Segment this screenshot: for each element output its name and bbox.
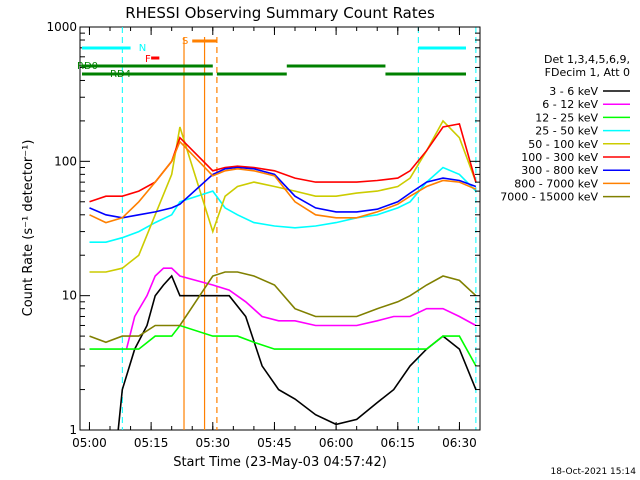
y-axis-label: Count Rate (s⁻¹ detector⁻¹)	[21, 140, 36, 317]
series-line	[89, 166, 477, 219]
series-line	[89, 271, 477, 344]
x-tick-label: 06:30	[442, 436, 477, 450]
legend-label: 12 - 25 keV	[535, 111, 598, 124]
legend-label: 50 - 100 keV	[528, 138, 598, 151]
x-tick-label: 06:15	[380, 436, 415, 450]
timestamp: 18-Oct-2021 15:14	[551, 467, 637, 477]
y-tick-label: 10	[62, 289, 77, 303]
legend-header: FDecim 1, Att 0	[545, 66, 630, 79]
series-line	[117, 274, 477, 431]
x-tick-label: 05:30	[195, 436, 230, 450]
legend-label: 300 - 800 keV	[521, 164, 598, 177]
flag-label: RD4	[110, 69, 131, 80]
legend-label: 25 - 50 keV	[535, 125, 598, 138]
series-line	[89, 166, 477, 243]
plot-frame	[79, 26, 481, 431]
x-tick-label: 05:00	[72, 436, 107, 450]
x-tick-label: 05:45	[257, 436, 292, 450]
legend-label: 7000 - 15000 keV	[500, 191, 598, 204]
chart-title: RHESSI Observing Summary Count Rates	[125, 4, 435, 22]
marker-layer	[121, 27, 477, 430]
flag-label: RD0	[77, 61, 98, 72]
legend-label: 100 - 300 keV	[521, 151, 598, 164]
series-line	[89, 324, 477, 367]
x-tick-label: 05:15	[134, 436, 169, 450]
series-layer	[89, 119, 477, 431]
x-axis-label: Start Time (23-May-03 04:57:42)	[173, 455, 387, 470]
legend-label: 800 - 7000 keV	[514, 177, 598, 190]
series-line	[125, 267, 477, 350]
y-tick-label: 100	[54, 154, 77, 168]
y-tick-label: 1	[69, 423, 77, 437]
axes-layer: 05:00 05:15 05:30 05:45 06:00 06:15 06:30 1 10 10…	[46, 20, 481, 450]
x-tick-label: 06:00	[319, 436, 354, 450]
flag-label: S	[182, 36, 188, 47]
y-tick-label: 1000	[46, 20, 77, 34]
legend-label: 6 - 12 keV	[542, 98, 598, 111]
legend-header: Det 1,3,4,5,6,9,	[544, 53, 630, 66]
flag-label: N	[139, 43, 146, 54]
flag-layer: NF S RD0 RD4	[77, 36, 466, 80]
series-line	[89, 119, 477, 273]
legend-label: 3 - 6 keV	[549, 85, 598, 98]
flag-label: F	[145, 54, 151, 65]
series-line	[89, 122, 477, 203]
legend: Det 1,3,4,5,6,9,FDecim 1, Att 0 3 - 6 keV…	[500, 53, 630, 204]
series-line	[89, 140, 477, 224]
